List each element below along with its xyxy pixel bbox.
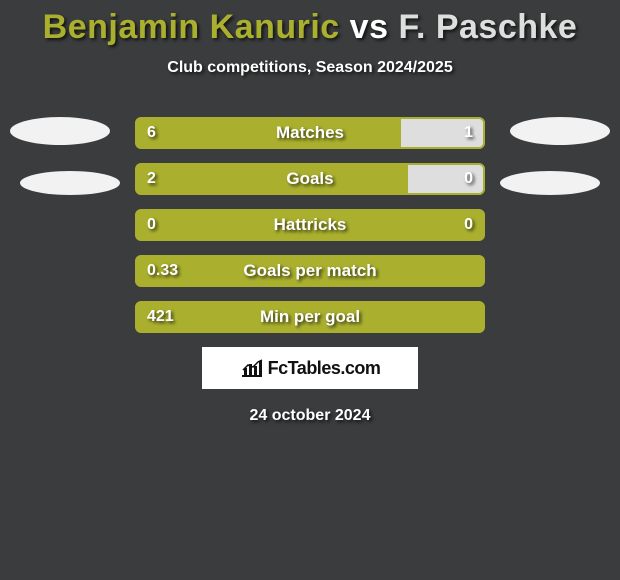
bar-wrap: 2 0 Goals: [135, 163, 485, 195]
bar-wrap: 0.33 Goals per match: [135, 255, 485, 287]
value-left: 0: [147, 216, 156, 234]
stat-label: Goals: [286, 169, 333, 189]
chart-area: 6 1 Matches 2 0 Goals 0 0 Hattricks 0.33 Goals per…: [0, 117, 620, 333]
bar-left: [135, 117, 401, 149]
subtitle: Club competitions, Season 2024/2025: [0, 59, 620, 77]
vs-text: vs: [350, 8, 389, 46]
bar-left: [135, 163, 408, 195]
stat-row: 421 Min per goal: [135, 301, 485, 333]
value-left: 0.33: [147, 262, 178, 280]
player1-name: Benjamin Kanuric: [43, 8, 340, 46]
stat-row: 2 0 Goals: [135, 163, 485, 195]
player2-badge-icon: [510, 117, 610, 145]
bar-wrap: 6 1 Matches: [135, 117, 485, 149]
player2-badge2-icon: [500, 171, 600, 195]
player2-name: F. Paschke: [398, 8, 577, 46]
stat-row: 0 0 Hattricks: [135, 209, 485, 241]
player1-badge2-icon: [20, 171, 120, 195]
value-right: 1: [464, 124, 473, 142]
stat-row: 0.33 Goals per match: [135, 255, 485, 287]
bar-wrap: 0 0 Hattricks: [135, 209, 485, 241]
comparison-title: Benjamin Kanuric vs F. Paschke: [0, 8, 620, 47]
player1-badge-icon: [10, 117, 110, 145]
value-left: 6: [147, 124, 156, 142]
infographic-container: Benjamin Kanuric vs F. Paschke Club comp…: [0, 0, 620, 425]
bar-wrap: 421 Min per goal: [135, 301, 485, 333]
stat-rows: 6 1 Matches 2 0 Goals 0 0 Hattricks 0.33 Goals per…: [135, 117, 485, 333]
stat-label: Goals per match: [243, 261, 376, 281]
value-right: 0: [464, 170, 473, 188]
brand-inner: FcTables.com: [240, 358, 381, 379]
brand-box: FcTables.com: [202, 347, 418, 389]
value-right: 0: [464, 216, 473, 234]
stat-label: Min per goal: [260, 307, 360, 327]
stat-label: Matches: [276, 123, 344, 143]
stat-label: Hattricks: [274, 215, 347, 235]
bar-right: [408, 163, 485, 195]
stat-row: 6 1 Matches: [135, 117, 485, 149]
brand-text: FcTables.com: [268, 358, 381, 379]
date-text: 24 october 2024: [0, 407, 620, 425]
barchart-icon: [240, 358, 264, 378]
value-left: 2: [147, 170, 156, 188]
value-left: 421: [147, 308, 174, 326]
